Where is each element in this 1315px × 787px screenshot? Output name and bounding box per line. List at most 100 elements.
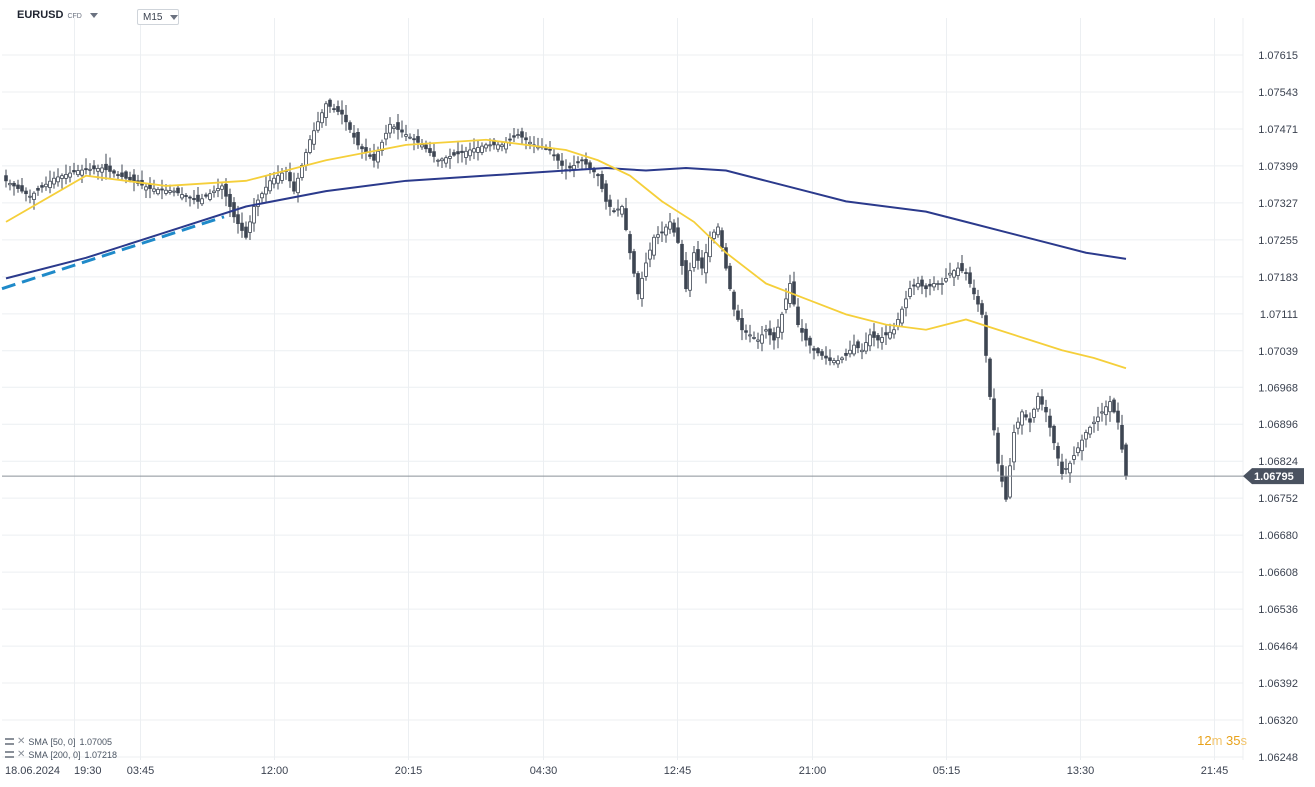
price-tick-label: 1.07471 xyxy=(1258,124,1298,136)
candle xyxy=(92,160,96,175)
candle xyxy=(280,167,284,184)
candle xyxy=(944,268,948,283)
candle xyxy=(332,103,336,113)
candle-body xyxy=(860,349,864,353)
candle-body xyxy=(908,288,912,297)
candle-body xyxy=(444,157,448,164)
symbol-selector[interactable]: EURUSD CFD xyxy=(17,9,98,21)
candle-body xyxy=(124,171,128,179)
legend-name: SMA xyxy=(28,736,48,747)
candle xyxy=(1044,399,1048,423)
candle-body xyxy=(1092,421,1096,424)
candle xyxy=(136,174,140,187)
candle xyxy=(12,181,16,196)
price-tick-label: 1.06608 xyxy=(1258,567,1298,579)
candle-body xyxy=(732,291,736,310)
candle-body xyxy=(108,165,112,172)
candle-body xyxy=(748,334,752,337)
candle xyxy=(664,223,668,243)
trendline[interactable] xyxy=(1,215,225,291)
candle xyxy=(840,356,844,364)
symbol-name: EURUSD xyxy=(17,9,64,21)
candle-body xyxy=(360,146,364,150)
candle-body xyxy=(580,159,584,162)
candle-body xyxy=(64,173,68,179)
candle xyxy=(484,142,488,152)
candle-body xyxy=(884,332,888,336)
candle xyxy=(860,343,864,360)
candle-body xyxy=(792,281,796,305)
candle xyxy=(1116,402,1120,430)
candle xyxy=(1032,407,1036,423)
candle xyxy=(264,176,268,202)
candle-body xyxy=(596,174,600,177)
candle xyxy=(132,169,136,192)
candle-body xyxy=(1120,424,1124,450)
candle xyxy=(328,98,332,113)
candle-body xyxy=(628,234,632,254)
candle xyxy=(572,155,576,178)
candle xyxy=(980,299,984,319)
candle xyxy=(308,135,312,155)
candle-body xyxy=(480,145,484,153)
candle xyxy=(964,268,968,281)
candle-body xyxy=(440,158,444,162)
candle-body xyxy=(712,231,716,239)
candle xyxy=(152,179,156,195)
candle-body xyxy=(448,156,452,159)
candle-body xyxy=(1044,407,1048,413)
candle-body xyxy=(484,144,488,149)
candle xyxy=(676,217,680,244)
candle-body xyxy=(60,175,64,179)
candle-body xyxy=(128,176,132,181)
close-icon[interactable]: ✕ xyxy=(17,736,26,747)
candle-body xyxy=(472,148,476,153)
candle-body xyxy=(572,165,576,170)
candle xyxy=(856,339,860,354)
candle xyxy=(108,157,112,179)
candle-body xyxy=(644,262,648,277)
candle-body xyxy=(1084,432,1088,440)
candle xyxy=(508,133,512,147)
candle-body xyxy=(36,187,40,191)
candle-body xyxy=(248,221,252,233)
candle xyxy=(912,278,916,296)
candle xyxy=(1008,458,1012,500)
candle xyxy=(48,170,52,194)
candle xyxy=(648,242,652,268)
candle-body xyxy=(512,135,516,138)
candle xyxy=(564,159,568,180)
candle-body xyxy=(464,150,468,158)
candle-body xyxy=(168,190,172,193)
settings-icon[interactable] xyxy=(5,751,14,758)
candle xyxy=(520,127,524,145)
candle xyxy=(340,100,344,125)
candle-body xyxy=(996,432,1000,464)
candle xyxy=(732,289,736,317)
candle-body xyxy=(528,141,532,145)
close-icon[interactable]: ✕ xyxy=(17,749,26,760)
candle-body xyxy=(752,337,756,339)
candle xyxy=(1056,442,1060,467)
candle-body xyxy=(904,298,908,309)
candle-body xyxy=(808,337,812,346)
candle-body xyxy=(96,168,100,172)
candle xyxy=(1060,453,1064,480)
candle-body xyxy=(656,234,660,238)
candle xyxy=(396,114,400,140)
legend-value: 1.07005 xyxy=(79,736,112,747)
candle-body xyxy=(1008,465,1012,498)
settings-icon[interactable] xyxy=(5,738,14,745)
chevron-down-icon[interactable] xyxy=(89,12,98,18)
candle xyxy=(744,324,748,340)
candle-body xyxy=(640,277,644,300)
time-tick-label: 18.06.2024 xyxy=(5,765,60,777)
candle xyxy=(84,158,88,175)
candle-body xyxy=(1036,396,1040,410)
price-tick-label: 1.07327 xyxy=(1258,198,1298,210)
candle-body xyxy=(956,267,960,276)
timeframe-dropdown[interactable]: M15 xyxy=(137,9,179,25)
symbol-type: CFD xyxy=(67,12,82,20)
candle-body xyxy=(744,330,748,333)
